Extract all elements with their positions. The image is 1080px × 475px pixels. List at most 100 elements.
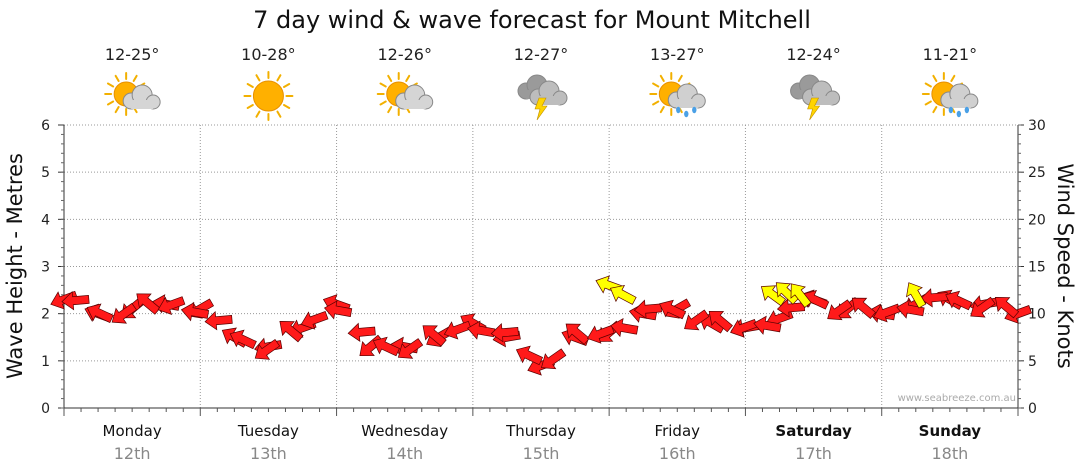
wind-arrow-fill-shape [610,317,639,338]
wind-arrow-fill [684,309,710,331]
right-tick-label: 25 [1028,165,1046,181]
sun-ray [387,74,393,83]
chart-axes: 0 1 2 3 4 5 6 0 5 10 15 20 25 30 [41,118,1046,417]
wind-arrow-fill-shape [323,300,353,320]
cloud-body [676,99,699,108]
wind-arrow-fill-shape [279,321,304,343]
right-tick-label: 5 [1028,354,1037,370]
date-label: 14th [386,444,423,463]
wind-arrow-fill-shape [708,310,733,333]
sun-ray [950,74,956,83]
wind-arrow-fill-shape [86,303,114,323]
sun-ray [932,105,938,114]
left-tick-label: 5 [41,165,50,181]
wind-arrow-fill [397,338,424,359]
sun-ray [924,82,932,88]
wave-arrow-shape [760,285,787,307]
temperature-range: 10-28° [241,45,296,64]
wave-arrow [760,285,787,307]
wind-arrow-fill-shape [347,322,376,343]
sun-ray [652,100,660,106]
wind-arrow-fill-shape [873,303,901,323]
wind-arrow-fill [610,317,639,338]
day-labels: Monday 12th Tuesday 13th Wednesday 14th Thursd… [103,422,982,463]
sun-ray [924,100,932,106]
wind-arrow-fill [708,310,733,333]
thunderstorm-icon [790,74,841,121]
wave-arrow-shape [906,282,927,309]
wind-arrow-fill [180,302,210,322]
wind-arrow-fill-shape [515,345,544,366]
left-tick-label: 4 [41,212,50,228]
wind-arrow-fill-shape [204,311,233,331]
wind-arrow-fill-shape [136,293,161,315]
sun-ray [255,74,261,82]
rain-drop [956,110,962,118]
rain-drop [684,110,689,118]
sun-ray [283,83,291,88]
thunderstorm-icon [517,74,568,121]
cloud-body [948,99,971,108]
sun-ray [114,105,120,114]
date-label: 13th [250,444,287,463]
wind-arrow-fill-shape [565,323,590,345]
lightning-bolt [534,97,548,121]
weather-icons-row [104,71,979,121]
day-label: Tuesday [237,422,299,440]
sun-ray [276,110,282,118]
sun-ray [246,104,254,109]
temperature-range: 11-21° [923,45,978,64]
wind-arrow-fill [111,302,138,324]
wind-arrow-fill [204,311,233,331]
sun-ray [932,74,938,83]
wind-arrow-fill [443,320,472,340]
wind-arrow-fill [300,310,329,330]
wind-arrow-fill [540,348,567,370]
sun-ray [276,74,282,82]
temperature-range: 13-27° [650,45,705,64]
left-axis-label: Wave Height - Metres [3,153,27,379]
right-tick-label: 15 [1028,260,1046,276]
wind-arrow-fill-shape [684,309,710,331]
sun-disc [252,80,284,112]
cloud-body [538,96,560,105]
wind-arrow-fill-shape [372,336,400,357]
wind-arrow-fill [633,299,662,319]
date-label: 17th [795,444,832,463]
wind-arrow-fill [851,297,877,320]
wind-arrow-fill-shape [851,297,877,320]
right-axis-label: Wind Speed - Knots [1053,163,1077,368]
wave-arrow [790,283,812,308]
cloud-body [403,100,426,109]
wind-arrow-fill [659,299,687,320]
wind-arrow-fill-shape [633,299,662,319]
wind-arrow-fill [229,329,257,350]
wind-arrow-fill [136,293,161,315]
wind-arrow-fill-shape [61,291,90,311]
wind-arrow-fill [254,338,281,360]
date-label: 12th [114,444,151,463]
wind-arrow-fill [827,299,853,321]
wind-arrow-fill [86,303,114,323]
day-label: Friday [655,422,701,440]
sun-ray [132,74,138,83]
sun-ray [405,74,411,83]
left-tick-label: 3 [41,260,50,276]
wind-arrow-fill-shape [180,302,210,322]
wind-arrow-fill-shape [443,320,472,340]
temperature-row: 12-25° 10-28° 12-26° 12-27° 13-27° 12-24° 11-2… [105,45,977,64]
sun-ray [283,104,291,109]
lightning-bolt [807,97,821,121]
rain-drop [964,106,970,114]
wind-arrow-fill [920,288,949,308]
wind-arrow-fill-shape [540,348,567,370]
sun-ray [659,74,665,83]
day-label: Monday [103,422,162,440]
wind-arrow-fill [422,325,447,347]
wind-arrow-fill [945,290,973,311]
credit-text: www.seabreeze.com.au [898,393,1016,404]
sun-ray [114,74,120,83]
wind-arrow-fill-shape [467,320,496,340]
sunny-icon [243,71,294,121]
